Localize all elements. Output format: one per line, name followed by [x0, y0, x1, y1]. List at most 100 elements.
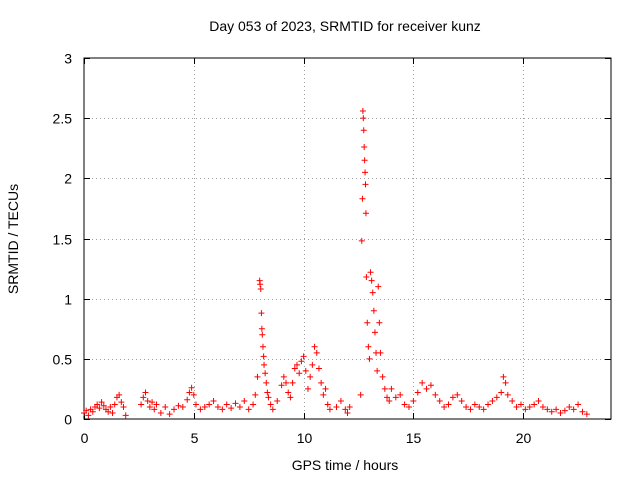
data-point [583, 411, 590, 418]
data-point [324, 401, 331, 408]
data-point [375, 283, 382, 290]
data-point [315, 365, 322, 372]
data-point [401, 401, 408, 408]
data-point [361, 157, 368, 164]
data-point [566, 403, 573, 410]
data-point [311, 343, 318, 350]
data-point [376, 319, 383, 326]
data-point [83, 407, 90, 414]
data-point [454, 391, 461, 398]
x-tick-labels: 0 5 10 15 20 [81, 430, 532, 446]
data-point [263, 379, 270, 386]
data-point [166, 411, 173, 418]
data-point [258, 310, 265, 317]
data-point [445, 401, 452, 408]
data-point [489, 397, 496, 404]
data-point [498, 389, 505, 396]
data-point [192, 401, 199, 408]
data-point [509, 397, 516, 404]
data-point [377, 349, 384, 356]
data-point [419, 379, 426, 386]
data-point [368, 277, 375, 284]
data-point [265, 394, 272, 401]
grid-layer [84, 58, 611, 419]
data-point [157, 409, 164, 416]
data-point [175, 402, 182, 409]
data-point [531, 401, 538, 408]
data-point [397, 391, 404, 398]
data-point [362, 169, 369, 176]
data-point [342, 406, 349, 413]
data-point [206, 401, 213, 408]
data-point [359, 107, 366, 114]
data-point [449, 394, 456, 401]
data-point [223, 401, 230, 408]
data-point [485, 401, 492, 408]
data-point [358, 237, 365, 244]
data-point [258, 325, 265, 332]
data-point [579, 408, 586, 415]
data-point [184, 396, 191, 403]
data-point [146, 403, 153, 410]
data-point [313, 349, 320, 356]
data-point [320, 391, 327, 398]
data-point [257, 286, 264, 293]
data-point [441, 403, 448, 410]
data-point [467, 406, 474, 413]
data-point [500, 373, 507, 380]
data-point [262, 370, 269, 377]
data-point [570, 406, 577, 413]
data-point [197, 406, 204, 413]
data-point [405, 403, 412, 410]
data-point [493, 394, 500, 401]
data-point [337, 397, 344, 404]
data-point [575, 401, 582, 408]
data-point [171, 406, 178, 413]
data-point [250, 401, 257, 408]
data-point [502, 379, 509, 386]
data-point [142, 389, 149, 396]
plot-area-frame [83, 57, 612, 420]
data-point [257, 281, 264, 288]
data-point [357, 391, 364, 398]
x-axis-label: GPS time / hours [292, 457, 399, 473]
data-point [98, 399, 105, 406]
data-point [410, 397, 417, 404]
x-tick-label: 0 [81, 430, 89, 446]
y-tick-label: 1.5 [53, 232, 73, 248]
data-point [346, 403, 353, 410]
data-point [219, 406, 226, 413]
data-point [526, 403, 533, 410]
tick-marks [84, 58, 611, 420]
data-point [384, 394, 391, 401]
data-point [85, 412, 92, 419]
data-point [186, 389, 193, 396]
data-point [392, 394, 399, 401]
data-point [122, 412, 129, 419]
x-tick-label: 15 [406, 430, 422, 446]
data-point [259, 343, 266, 350]
data-point [333, 403, 340, 410]
data-point [245, 406, 252, 413]
data-point [190, 391, 197, 398]
data-point [367, 269, 374, 276]
data-point [118, 399, 125, 406]
data-point [423, 385, 430, 392]
data-point [366, 355, 373, 362]
data-point [369, 289, 376, 296]
data-point [232, 400, 239, 407]
data-point [436, 397, 443, 404]
data-point [296, 370, 303, 377]
data-point [427, 382, 434, 389]
data-point [201, 403, 208, 410]
data-point [522, 406, 529, 413]
data-point [291, 365, 298, 372]
y-tick-label: 0.5 [53, 352, 73, 368]
data-point [144, 397, 151, 404]
data-point [188, 384, 195, 391]
data-point [360, 127, 367, 134]
data-point [105, 408, 112, 415]
data-point [322, 385, 329, 392]
data-point [96, 405, 103, 412]
x-tick-label: 10 [297, 430, 313, 446]
